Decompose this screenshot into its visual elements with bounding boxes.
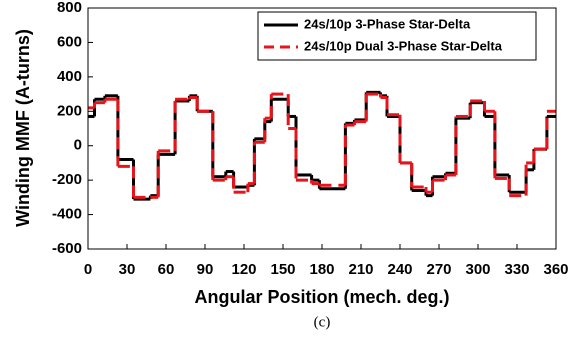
legend-label: 24s/10p Dual 3-Phase Star-Delta [304,38,503,53]
x-tick-label: 60 [158,261,175,278]
y-tick-label: -600 [52,240,82,257]
y-tick-label: -200 [52,171,82,188]
x-tick-label: 30 [119,261,136,278]
y-tick-label: 200 [57,102,82,119]
x-tick-label: 120 [231,261,256,278]
x-tick-label: 300 [465,261,490,278]
x-tick-label: 270 [426,261,451,278]
y-tick-label: 400 [57,68,82,85]
x-tick-label: 0 [84,261,92,278]
x-tick-label: 150 [270,261,295,278]
x-tick-label: 90 [197,261,214,278]
legend-box [257,11,537,61]
plot-frame [87,7,557,250]
x-axis-label: Angular Position (mech. deg.) [194,287,449,307]
x-tick-label: 180 [309,261,334,278]
y-tick-label: 600 [57,33,82,50]
caption: (c) [314,314,331,330]
y-axis-label: Winding MMF (A-turns) [13,29,33,227]
y-tick-label: 800 [57,0,82,16]
y-tick-label: 0 [74,137,82,154]
x-tick-label: 210 [348,261,373,278]
x-tick-label: 330 [504,261,529,278]
y-tick-label: -400 [52,206,82,223]
legend-label: 24s/10p 3-Phase Star-Delta [304,16,471,31]
x-tick-label: 360 [543,261,568,278]
x-tick-label: 240 [387,261,412,278]
